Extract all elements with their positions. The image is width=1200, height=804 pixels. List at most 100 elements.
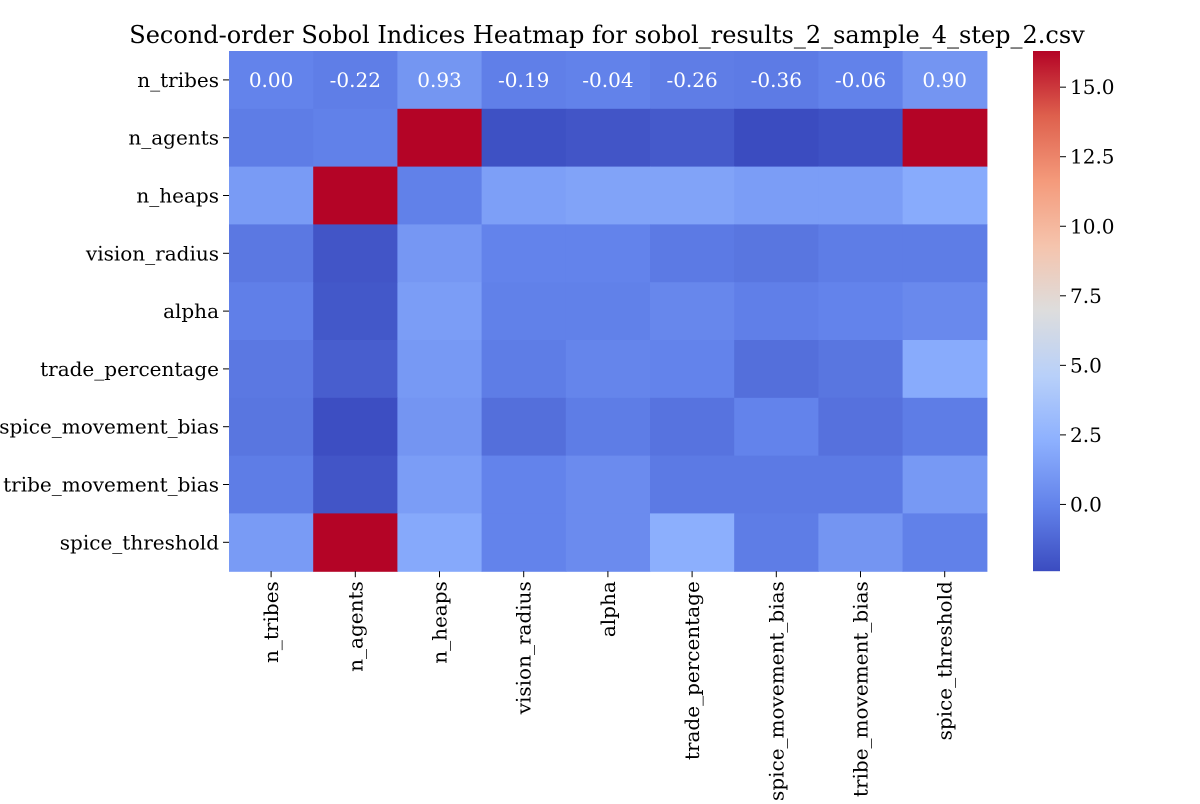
heatmap-cell [902, 397, 988, 457]
heatmap-cell [734, 282, 819, 341]
heatmap-cell [902, 455, 988, 514]
y-tick-label: spice_movement_bias [0, 415, 219, 439]
heatmap-cell [313, 397, 398, 457]
heatmap-cell [734, 513, 819, 572]
heatmap-cell [902, 108, 988, 168]
y-tick-label: n_heaps [136, 184, 219, 208]
heatmap-cell [902, 340, 988, 399]
x-tick-label: n_tribes [259, 581, 283, 663]
colorbar-tick-label: 2.5 [1070, 423, 1102, 447]
heatmap-cell [818, 397, 904, 457]
heatmap-annotations: 0.00 -0.22 0.93 -0.19 -0.04 -0.26 -0.36 -0.06 0.… [249, 68, 967, 92]
heatmap-cell [313, 455, 398, 514]
cell-annotation: -0.36 [751, 68, 802, 92]
y-axis: n_tribes n_agents n_heaps vision_radiusalph… [0, 68, 229, 554]
heatmap-cell [565, 340, 651, 399]
heatmap-cell [481, 513, 567, 572]
heatmap-cell [481, 455, 567, 514]
heatmap-cell [229, 397, 314, 457]
heatmap-cell [902, 513, 988, 572]
heatmap-cell [818, 513, 904, 572]
heatmap-cell [397, 224, 483, 283]
colorbar-tick-label: 10.0 [1070, 214, 1115, 238]
heatmap-cell [565, 455, 651, 514]
cell-annotation: -0.06 [835, 68, 886, 92]
y-tick-label: n_tribes [137, 68, 219, 92]
heatmap-cell [902, 224, 988, 283]
heatmap-cell [229, 166, 314, 225]
heatmap-cell [734, 340, 819, 399]
x-tick-label: n_heaps [428, 581, 452, 664]
heatmap-cell [313, 166, 398, 225]
colorbar-tick-label: 5.0 [1070, 353, 1102, 377]
colorbar: 0.0 2.5 5.0 7.5 10.0 12.5 15.0 [1033, 51, 1115, 572]
heatmap-cell [313, 340, 398, 399]
heatmap-cell [650, 224, 735, 283]
heatmap-cell [650, 455, 735, 514]
heatmap-cell [818, 282, 904, 341]
heatmap-cell [481, 397, 567, 457]
heatmap-cell [902, 282, 988, 341]
heatmap-cell [902, 166, 988, 225]
x-tick-label: spice_movement_bias [764, 581, 788, 800]
heatmap-cell [313, 282, 398, 341]
heatmap-cell [650, 513, 735, 572]
heatmap-cell [229, 282, 314, 341]
heatmap-cell [734, 51, 819, 110]
cell-annotation: -0.22 [330, 68, 381, 92]
heatmap-cell [818, 224, 904, 283]
colorbar-gradient [1033, 51, 1060, 572]
heatmap-cell [229, 108, 314, 168]
heatmap-cell [229, 340, 314, 399]
x-tick-label: trade_percentage [680, 581, 704, 760]
heatmap-cell [650, 397, 735, 457]
x-tick-label: alpha [596, 581, 620, 637]
heatmap-cell [818, 455, 904, 514]
heatmap-cell [481, 340, 567, 399]
heatmap-cell [229, 51, 314, 110]
heatmap-cell [397, 340, 483, 399]
cell-annotation: 0.00 [249, 68, 294, 92]
heatmap-cell [229, 513, 314, 572]
cell-annotation: -0.19 [498, 68, 549, 92]
heatmap-cell [650, 166, 735, 225]
heatmap-cell [902, 51, 988, 110]
y-tick-label: vision_radius [85, 241, 219, 265]
colorbar-tick-label: 7.5 [1070, 284, 1102, 308]
heatmap-cell [734, 224, 819, 283]
heatmap-cell [313, 513, 398, 572]
heatmap-cell [565, 108, 651, 168]
cell-annotation: -0.26 [666, 68, 717, 92]
heatmap-cell [397, 282, 483, 341]
heatmap-cell [565, 282, 651, 341]
x-axis: n_tribes n_agents n_heaps vision_radius alph… [259, 571, 957, 801]
heatmap-cell [734, 166, 819, 225]
y-tick-label: tribe_movement_bias [3, 473, 219, 497]
heatmap-cell [734, 397, 819, 457]
cell-annotation: 0.93 [417, 68, 462, 92]
heatmap-cell [818, 340, 904, 399]
heatmap-cell [313, 224, 398, 283]
heatmap-cell [397, 397, 483, 457]
heatmap-cell [565, 166, 651, 225]
heatmap-cell [313, 51, 398, 110]
heatmap-cell [565, 51, 651, 110]
x-tick-label: spice_threshold [933, 581, 957, 740]
heatmap-cell [397, 455, 483, 514]
x-tick-label: tribe_movement_bias [849, 581, 873, 797]
heatmap-cell [818, 51, 904, 110]
heatmap-cell [818, 166, 904, 225]
heatmap-cell [481, 51, 567, 110]
heatmap-cell [397, 513, 483, 572]
cell-annotation: 0.90 [922, 68, 967, 92]
colorbar-tick-label: 0.0 [1070, 492, 1102, 516]
y-tick-label: spice_threshold [60, 530, 219, 554]
heatmap-cell [734, 108, 819, 168]
colorbar-tick-label: 12.5 [1070, 145, 1115, 169]
heatmap-cell [565, 397, 651, 457]
heatmap-cell [650, 51, 735, 110]
chart-title: Second-order Sobol Indices Heatmap for s… [129, 21, 1085, 49]
heatmap-cell [229, 224, 314, 283]
